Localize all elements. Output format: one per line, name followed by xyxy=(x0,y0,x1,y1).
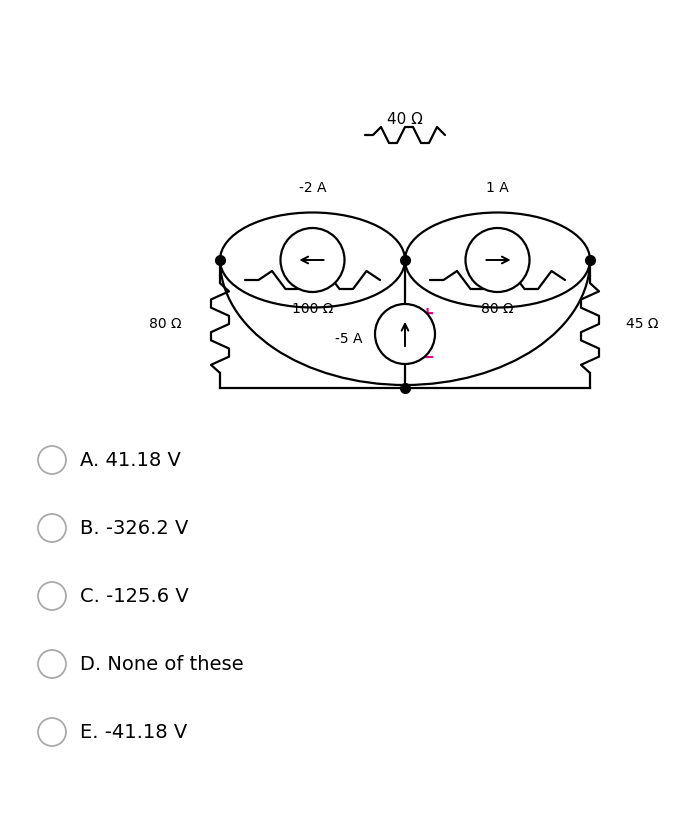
Text: -5 A: -5 A xyxy=(335,332,363,346)
Text: D. None of these: D. None of these xyxy=(80,655,244,673)
Circle shape xyxy=(466,228,530,292)
Text: +: + xyxy=(419,305,434,323)
Circle shape xyxy=(375,304,435,364)
Text: 80 Ω: 80 Ω xyxy=(481,302,514,316)
Circle shape xyxy=(280,228,344,292)
Text: 40 Ω: 40 Ω xyxy=(387,111,423,126)
Text: 45 Ω: 45 Ω xyxy=(626,317,658,331)
Text: 80 Ω: 80 Ω xyxy=(149,317,181,331)
Text: E. -41.18 V: E. -41.18 V xyxy=(80,722,187,741)
Text: $v_x$: $v_x$ xyxy=(419,330,437,344)
Text: B. -326.2 V: B. -326.2 V xyxy=(80,519,188,538)
Text: -2 A: -2 A xyxy=(298,180,326,194)
Text: 1 A: 1 A xyxy=(486,180,509,194)
Text: −: − xyxy=(419,349,434,367)
Text: 100 Ω: 100 Ω xyxy=(291,302,333,316)
Text: A. 41.18 V: A. 41.18 V xyxy=(80,451,181,470)
Text: C. -125.6 V: C. -125.6 V xyxy=(80,587,189,606)
